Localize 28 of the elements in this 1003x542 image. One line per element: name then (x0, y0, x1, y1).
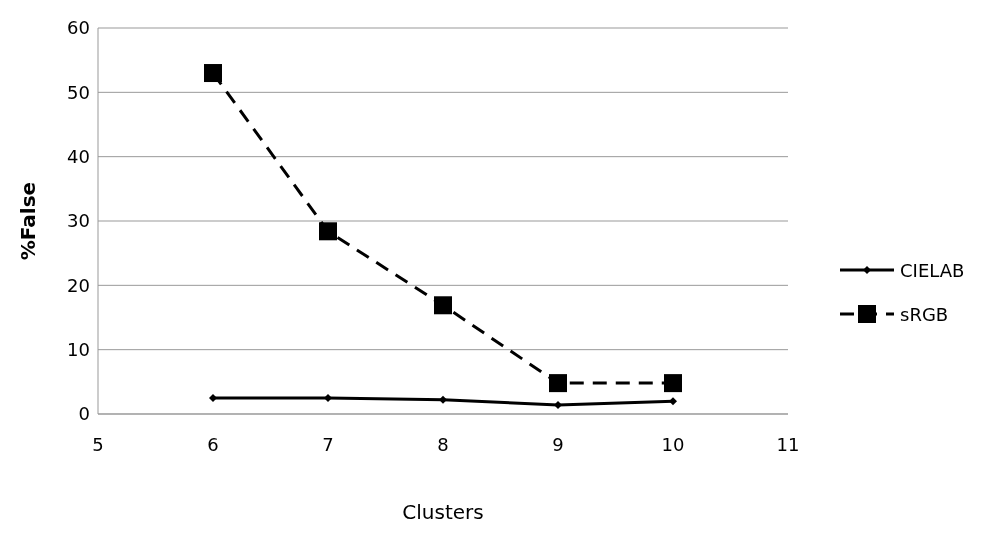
point (324, 393, 332, 402)
legend-label: sRGB (900, 303, 949, 325)
x-tick-label: 7 (322, 433, 334, 455)
point (549, 374, 567, 393)
point (434, 296, 452, 315)
point (669, 397, 677, 406)
x-tick-label: 10 (661, 433, 685, 455)
x-tick-label: 6 (207, 433, 219, 455)
y-tick-label: 60 (67, 17, 90, 39)
x-tick-label: 8 (437, 433, 449, 455)
y-tick-label: 40 (67, 146, 90, 168)
point (209, 393, 217, 402)
y-tick-label: 30 (67, 210, 90, 232)
x-tick-label: 5 (92, 433, 104, 455)
x-axis-title: Clusters (402, 500, 484, 524)
x-tick-label: 9 (552, 433, 564, 455)
y-tick-label: 50 (67, 81, 90, 103)
x-tick-label: 11 (776, 433, 800, 455)
y-tick-label: 10 (67, 339, 90, 361)
point (664, 374, 682, 393)
legend-label: CIELAB (900, 259, 965, 281)
point (204, 64, 222, 83)
point (439, 395, 447, 404)
point (319, 222, 337, 241)
y-tick-label: 0 (78, 403, 90, 425)
point (554, 400, 562, 409)
y-axis-title: %False (16, 181, 41, 261)
y-tick-label: 20 (67, 274, 90, 296)
